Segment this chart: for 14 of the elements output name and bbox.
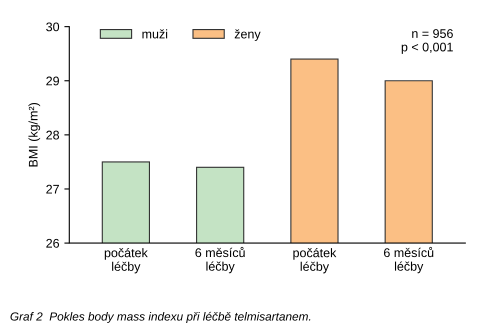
y-tick-label: 28 bbox=[46, 130, 60, 140]
y-axis-title: BMI (kg/m²) bbox=[28, 103, 40, 166]
y-tick-label: 27 bbox=[46, 184, 59, 194]
x-tick-label: počátek léčby bbox=[293, 248, 336, 274]
y-tick-label: 29 bbox=[46, 76, 59, 86]
legend-label: ženy bbox=[234, 29, 261, 41]
annotation: n = 956 p < 0,001 bbox=[402, 29, 453, 54]
y-tick-label: 30 bbox=[46, 22, 60, 32]
text: Graf 2 Pokles body mass indexu při léčbě telmisartanem. bbox=[10, 312, 310, 324]
y-tick-label: 26 bbox=[46, 238, 60, 248]
legend-label: muži bbox=[142, 29, 168, 38]
x-tick-label: 6 měsíců léčby bbox=[195, 246, 245, 274]
x-tick-label: 6 měsíců léčby bbox=[384, 246, 434, 274]
x-tick-label: počátek léčby bbox=[104, 248, 148, 274]
